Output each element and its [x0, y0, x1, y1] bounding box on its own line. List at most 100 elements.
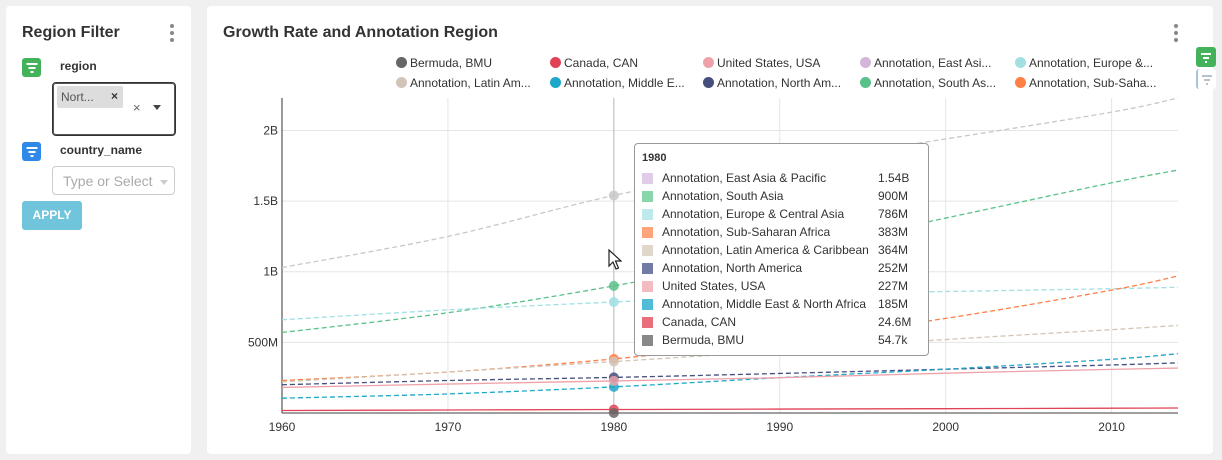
tooltip-row: Annotation, Middle East & North Africa 18…	[642, 297, 922, 315]
chart-menu-icon[interactable]	[1173, 24, 1179, 42]
tooltip-swatch	[642, 281, 653, 292]
tooltip-series-value: 24.6M	[878, 315, 912, 329]
legend-item[interactable]: Annotation, East Asi...	[860, 56, 991, 70]
region-selected-tag-label: Nort...	[61, 90, 94, 104]
tooltip-series-value: 383M	[878, 225, 909, 239]
legend-marker	[703, 57, 714, 68]
filter-panel-title: Region Filter	[22, 24, 120, 41]
tooltip-series-name: Annotation, Europe & Central Asia	[662, 207, 845, 221]
tooltip-swatch	[642, 263, 653, 274]
legend-label: Annotation, Middle E...	[564, 76, 685, 90]
tooltip-series-value: 185M	[878, 297, 909, 311]
legend-marker	[1015, 57, 1026, 68]
x-tick-label: 1970	[435, 420, 462, 434]
tooltip-series-name: Annotation, East Asia & Pacific	[662, 171, 827, 185]
hover-point	[608, 190, 619, 201]
legend-item[interactable]: Annotation, Latin Am...	[396, 76, 531, 90]
legend-marker	[860, 77, 871, 88]
tooltip-row: Canada, CAN 24.6M	[642, 315, 922, 333]
legend-marker	[396, 57, 407, 68]
legend-item[interactable]: Annotation, Middle E...	[550, 76, 685, 90]
series-line	[281, 275, 1179, 382]
chart-title: Growth Rate and Annotation Region	[223, 24, 498, 41]
legend-item[interactable]: Annotation, South As...	[860, 76, 996, 90]
filter-active-icon[interactable]	[1196, 47, 1216, 67]
tooltip-series-value: 54.7k	[878, 333, 908, 347]
y-tick-label: 1.5B	[253, 194, 278, 208]
tooltip-series-value: 227M	[878, 279, 909, 293]
mouse-cursor-icon	[608, 249, 622, 270]
tooltip-series-name: Canada, CAN	[662, 315, 737, 329]
tooltip-series-value: 900M	[878, 189, 909, 203]
tooltip-series-name: Annotation, Sub-Saharan Africa	[662, 225, 831, 239]
legend-item[interactable]: Bermuda, BMU	[396, 56, 492, 70]
legend-marker	[396, 77, 407, 88]
tooltip-series-name: Annotation, South Asia	[662, 189, 784, 203]
tooltip-swatch	[642, 191, 653, 202]
tooltip-series-name: Bermuda, BMU	[662, 333, 745, 347]
legend-label: Annotation, Sub-Saha...	[1029, 76, 1157, 90]
tooltip-series-name: Annotation, Middle East & North Africa	[662, 297, 867, 311]
legend-item[interactable]: Annotation, Sub-Saha...	[1015, 76, 1156, 90]
legend-label: Annotation, South As...	[874, 76, 997, 90]
legend-marker	[703, 77, 714, 88]
remove-tag-icon[interactable]: ×	[110, 89, 118, 103]
tooltip-row: Annotation, Sub-Saharan Africa 383M	[642, 225, 922, 243]
tooltip-row: Annotation, Latin America & Caribbean 364…	[642, 243, 922, 261]
tooltip-swatch	[642, 173, 653, 184]
tooltip-series-value: 786M	[878, 207, 909, 221]
series-line	[281, 353, 1179, 399]
legend-marker	[1015, 77, 1026, 88]
legend-label: Annotation, Latin Am...	[410, 76, 531, 90]
x-tick-label: 2010	[1098, 420, 1125, 434]
region-select[interactable]: Nort... × ×	[52, 82, 176, 136]
region-selected-tag: Nort... ×	[57, 86, 123, 108]
tooltip-row: Annotation, South Asia 900M	[642, 189, 922, 207]
country-filter-icon	[22, 142, 41, 161]
legend-item[interactable]: Annotation, Europe &...	[1015, 56, 1153, 70]
tooltip-series-value: 252M	[878, 261, 909, 275]
series-line	[281, 362, 1179, 386]
legend-label: Annotation, North Am...	[717, 76, 842, 90]
tooltip-series-name: Annotation, Latin America & Caribbean	[662, 243, 869, 257]
tooltip-series-value: 1.54B	[878, 171, 910, 185]
hover-point	[608, 296, 619, 307]
filter-panel: Region Filter region Nort... × × country…	[6, 6, 191, 454]
chevron-down-icon[interactable]	[153, 105, 161, 110]
apply-button[interactable]: APPLY	[22, 201, 82, 230]
legend-label: Canada, CAN	[564, 56, 639, 70]
legend-label: United States, USA	[717, 56, 821, 70]
x-tick-label: 1960	[269, 420, 296, 434]
tooltip-row: Bermuda, BMU 54.7k	[642, 333, 922, 351]
legend-item[interactable]: Annotation, North Am...	[703, 76, 841, 90]
filter-panel-menu-icon[interactable]	[169, 24, 175, 42]
tooltip-row: United States, USA 227M	[642, 279, 922, 297]
legend-marker	[860, 57, 871, 68]
region-filter-icon	[22, 58, 41, 77]
tooltip-swatch	[642, 227, 653, 238]
filter-inactive-icon[interactable]	[1196, 69, 1216, 89]
tooltip-series-name: Annotation, North America	[662, 261, 803, 275]
series-line	[281, 367, 1179, 389]
y-tick-label: 1B	[263, 265, 278, 279]
tooltip-swatch	[642, 209, 653, 220]
tooltip-title: 1980	[642, 152, 667, 164]
legend-item[interactable]: Canada, CAN	[550, 56, 638, 70]
tooltip-swatch	[642, 317, 653, 328]
hover-point	[608, 407, 619, 418]
legend-item[interactable]: United States, USA	[703, 56, 820, 70]
y-tick-label: 500M	[248, 335, 278, 349]
chevron-down-icon[interactable]	[160, 180, 168, 185]
chart-tooltip: 1980 Annotation, East Asia & Pacific 1.54…	[634, 143, 929, 356]
clear-selection-icon[interactable]: ×	[133, 100, 141, 115]
tooltip-swatch	[642, 335, 653, 346]
hover-point	[608, 356, 619, 367]
tooltip-row: Annotation, Europe & Central Asia 786M	[642, 207, 922, 225]
legend-marker	[550, 57, 561, 68]
country-select[interactable]: Type or Select	[52, 166, 175, 195]
region-filter-label: region	[60, 59, 97, 73]
chart-panel: Growth Rate and Annotation Region Bermud…	[207, 6, 1213, 454]
hover-point	[608, 280, 619, 291]
tooltip-row: Annotation, North America 252M	[642, 261, 922, 279]
series-line	[281, 407, 1179, 412]
